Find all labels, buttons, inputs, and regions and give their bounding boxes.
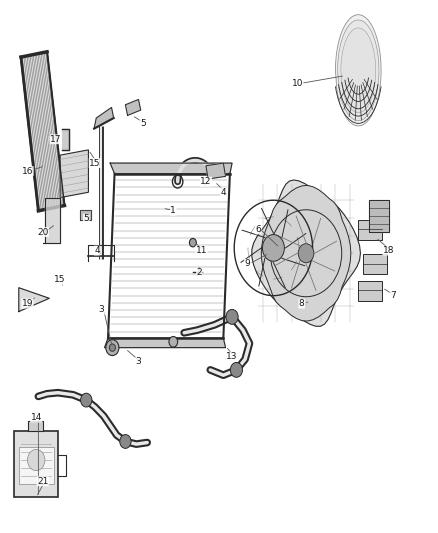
Polygon shape [369,200,389,232]
Text: 19: 19 [22,299,33,308]
Bar [358,281,382,301]
Text: 7: 7 [390,291,396,300]
Polygon shape [108,174,230,338]
Text: 6: 6 [255,225,261,234]
Polygon shape [105,338,226,348]
Text: 13: 13 [226,352,238,361]
Text: 12: 12 [200,177,212,186]
Text: 1: 1 [170,206,176,215]
Text: 3: 3 [99,305,104,314]
Text: 20: 20 [37,228,49,237]
Bar [28,421,43,431]
Circle shape [226,310,238,324]
Polygon shape [341,28,376,113]
Polygon shape [80,210,92,220]
Circle shape [28,449,45,471]
Circle shape [262,235,284,261]
Text: 2: 2 [197,268,202,277]
Polygon shape [60,150,88,198]
Circle shape [120,434,131,448]
Bar [14,431,58,497]
Circle shape [230,362,243,377]
Text: 4: 4 [94,246,100,255]
Polygon shape [338,20,379,120]
Polygon shape [43,198,60,243]
Circle shape [81,393,92,407]
Text: 16: 16 [22,166,33,175]
Text: 18: 18 [383,246,395,255]
Bar [363,254,387,274]
Text: 3: 3 [136,358,141,367]
Circle shape [106,340,119,356]
Text: 5: 5 [83,214,89,223]
Polygon shape [252,180,360,326]
Text: 4: 4 [221,188,226,197]
Text: 15: 15 [54,275,66,284]
Text: 15: 15 [89,159,101,167]
Text: 17: 17 [50,135,62,144]
Circle shape [189,238,196,247]
Text: 9: 9 [244,260,250,268]
Polygon shape [19,288,49,312]
Bar [19,447,53,484]
Circle shape [110,344,116,351]
Polygon shape [94,108,114,128]
Text: 8: 8 [299,299,304,308]
Text: 5: 5 [140,119,146,128]
Polygon shape [261,185,351,321]
Bar [358,220,382,240]
Text: 14: 14 [31,413,42,422]
Polygon shape [125,100,141,115]
Polygon shape [62,128,69,150]
Text: 21: 21 [37,477,49,486]
Text: 10: 10 [292,79,303,88]
Polygon shape [336,15,381,126]
Circle shape [169,336,178,347]
Text: 11: 11 [196,246,207,255]
Polygon shape [206,163,226,179]
Polygon shape [21,52,64,211]
Polygon shape [110,163,232,174]
Circle shape [298,244,314,263]
